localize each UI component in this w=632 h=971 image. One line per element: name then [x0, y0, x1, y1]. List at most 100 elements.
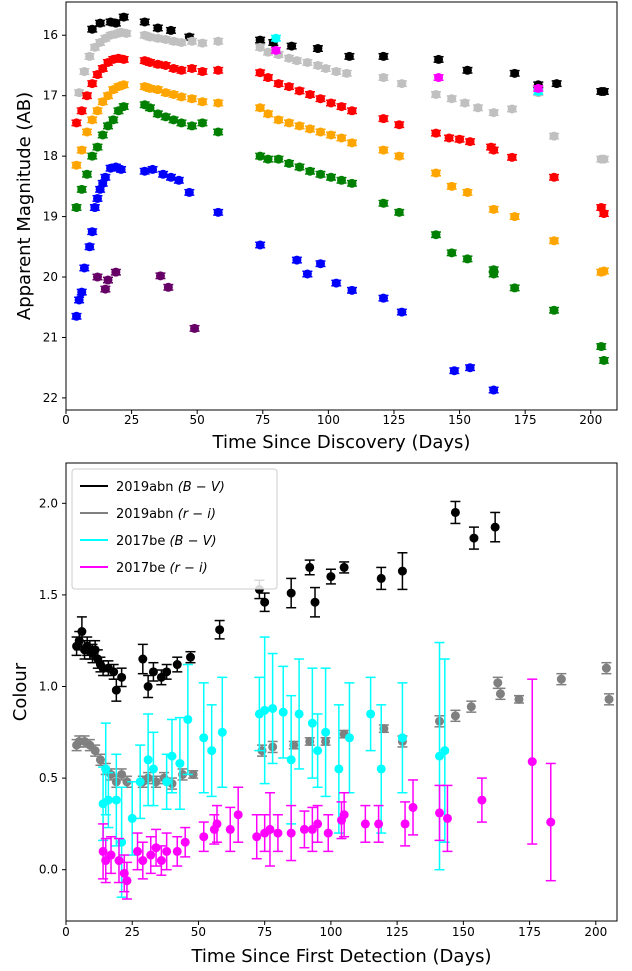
data-point [174, 175, 184, 185]
data-point [263, 109, 273, 119]
data-point [339, 810, 349, 820]
data-point [114, 856, 124, 866]
x-tick-label: 75 [255, 413, 270, 427]
data-point [111, 795, 121, 805]
x-tick-label: 200 [584, 925, 607, 939]
legend-label-colour: (r − i) [169, 561, 207, 576]
data-point [431, 168, 441, 178]
data-point [87, 115, 97, 125]
data-point [360, 819, 370, 829]
data-point [397, 566, 407, 576]
data-point [347, 106, 357, 116]
data-point [601, 663, 611, 673]
data-point [92, 193, 102, 203]
data-point [74, 88, 84, 98]
legend-entry: 2019abn (r − i) [80, 507, 216, 522]
data-point [138, 856, 148, 866]
data-point [376, 764, 386, 774]
data-point [156, 856, 166, 866]
data-point [408, 802, 418, 812]
data-point [347, 138, 357, 148]
data-point [378, 198, 388, 208]
data-point [252, 832, 262, 842]
series-3 [98, 678, 556, 900]
data-point [148, 667, 158, 677]
data-point [140, 166, 150, 176]
data-point [79, 67, 89, 77]
data-point [462, 187, 472, 197]
data-point [434, 73, 444, 83]
data-point [187, 63, 197, 73]
data-point [108, 115, 118, 125]
data-point [87, 151, 97, 161]
data-point [169, 36, 179, 46]
legend-label-name: 2019abn [116, 480, 178, 495]
data-point [116, 164, 126, 174]
data-point [77, 627, 87, 637]
data-point [172, 846, 182, 856]
data-point [397, 307, 407, 317]
data-point [489, 204, 499, 214]
data-point [286, 588, 296, 598]
data-point [77, 184, 87, 194]
data-point [217, 727, 227, 737]
data-point [546, 817, 556, 827]
data-point [305, 89, 315, 99]
data-point [186, 652, 196, 662]
data-point [212, 819, 222, 829]
data-point [466, 702, 476, 712]
data-point [197, 118, 207, 128]
data-point [462, 254, 472, 264]
data-point [326, 130, 336, 140]
data-point [176, 37, 186, 47]
data-point [599, 266, 609, 276]
data-point [397, 733, 407, 743]
data-point [286, 755, 296, 765]
data-point [599, 209, 609, 219]
y-tick-label: 1.0 [39, 680, 58, 694]
data-point [274, 115, 284, 125]
data-point [495, 689, 505, 699]
series-7 [270, 45, 544, 93]
data-point [82, 169, 92, 179]
data-point [92, 106, 102, 116]
data-point [489, 385, 499, 395]
data-point [188, 769, 198, 779]
legend-box [71, 468, 278, 590]
light-curve-panel: 0 25 50 75 100 125 150 175 200 16 17 18 19 20 21 22 Tim… [14, 1, 618, 453]
data-point [119, 54, 129, 64]
data-point [337, 133, 346, 143]
y-tick-label: 20 [43, 270, 58, 284]
data-point [255, 103, 265, 113]
data-point [151, 843, 161, 853]
data-point [167, 751, 177, 761]
data-point [103, 795, 113, 805]
legend-label-name: 2017be [116, 561, 169, 576]
data-point [313, 746, 323, 756]
data-point [307, 718, 317, 728]
data-point [187, 121, 197, 131]
legend-entries: 2019abn (B − V)2019abn (r − i)2017be (B … [80, 480, 225, 576]
data-point [442, 813, 452, 823]
data-point [143, 755, 153, 765]
data-point [166, 25, 176, 35]
data-point [162, 777, 172, 787]
light-curve-x-axis-label: Time Since Discovery (Days) [212, 432, 471, 453]
data-point [161, 34, 171, 44]
data-point [111, 18, 121, 28]
data-point [92, 70, 102, 80]
data-point [299, 824, 309, 834]
data-point [74, 295, 84, 305]
data-point [98, 63, 108, 73]
data-point [71, 203, 81, 213]
data-point [87, 24, 97, 34]
data-point [263, 73, 273, 83]
data-point [507, 104, 517, 114]
data-point [273, 828, 283, 838]
data-point [255, 240, 265, 250]
data-point [469, 533, 479, 543]
data-point [197, 67, 207, 77]
colour-marks [71, 500, 615, 900]
data-point [473, 103, 483, 113]
